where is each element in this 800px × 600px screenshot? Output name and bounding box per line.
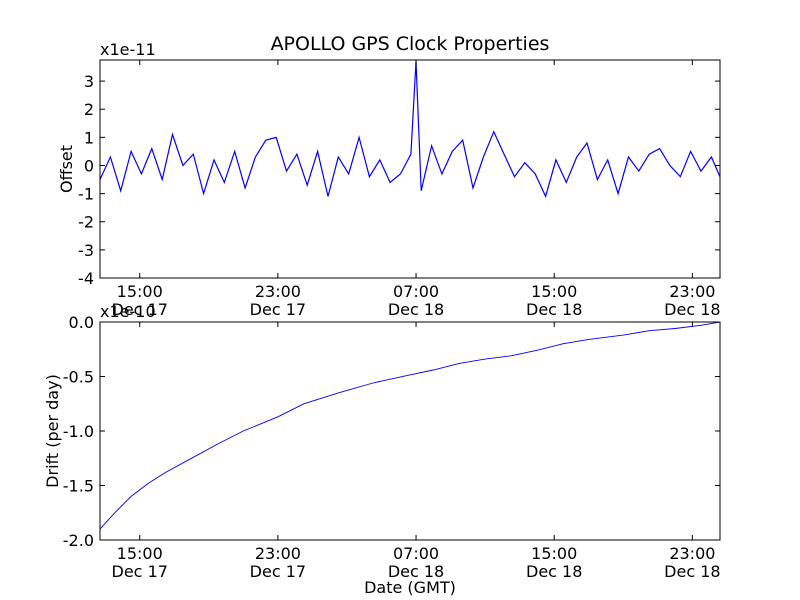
drift-xtick-date: Dec 17	[250, 562, 306, 581]
drift-ytick-label: 0.0	[69, 313, 94, 332]
offset-xtick-date: Dec 18	[526, 300, 582, 319]
offset-ytick-label: -1	[78, 185, 94, 204]
drift-xtick-time: 15:00	[117, 544, 163, 563]
drift-xtick-date: Dec 17	[112, 562, 168, 581]
drift-xtick-time: 15:00	[531, 544, 577, 563]
offset-plot-frame	[99, 59, 721, 279]
drift-xtick-date: Dec 18	[526, 562, 582, 581]
offset-xtick-date: Dec 18	[664, 300, 720, 319]
drift-xtick-date: Dec 18	[388, 562, 444, 581]
offset-ytick-label: 1	[84, 128, 94, 147]
drift-xtick-time: 07:00	[393, 544, 439, 563]
drift-ytick-label: -1.5	[63, 477, 94, 496]
drift-ytick-label: -2.0	[63, 531, 94, 550]
drift-xtick-time: 23:00	[255, 544, 301, 563]
offset-xtick-date: Dec 18	[388, 300, 444, 319]
offset-ytick-label: 2	[84, 100, 94, 119]
offset-xtick-time: 15:00	[531, 282, 577, 301]
offset-ylabel: Offset	[57, 145, 76, 193]
drift-ytick-label: -0.5	[63, 368, 94, 387]
offset-ytick-label: 3	[84, 72, 94, 91]
drift-series-line	[100, 322, 720, 530]
offset-xtick-date: Dec 17	[112, 300, 168, 319]
offset-xtick-time: 15:00	[117, 282, 163, 301]
drift-xlabel: Date (GMT)	[364, 578, 456, 597]
offset-ytick-label: -4	[78, 269, 94, 288]
drift-xtick-date: Dec 18	[664, 562, 720, 581]
drift-ytick-label: -1.0	[63, 422, 94, 441]
offset-xtick-date: Dec 17	[250, 300, 306, 319]
offset-scale-note: x1e-11	[100, 40, 156, 59]
drift-ylabel: Drift (per day)	[43, 374, 62, 488]
chart-title: APOLLO GPS Clock Properties	[271, 33, 550, 55]
offset-ytick-label: 0	[84, 156, 94, 175]
offset-xtick-time: 23:00	[669, 282, 715, 301]
offset-series-line	[100, 61, 720, 199]
drift-xtick-time: 23:00	[669, 544, 715, 563]
offset-xtick-time: 23:00	[255, 282, 301, 301]
drift-scale-note: x1e-10	[100, 302, 156, 321]
offset-xtick-time: 07:00	[393, 282, 439, 301]
offset-ytick-label: -3	[78, 241, 94, 260]
offset-ytick-label: -2	[78, 213, 94, 232]
